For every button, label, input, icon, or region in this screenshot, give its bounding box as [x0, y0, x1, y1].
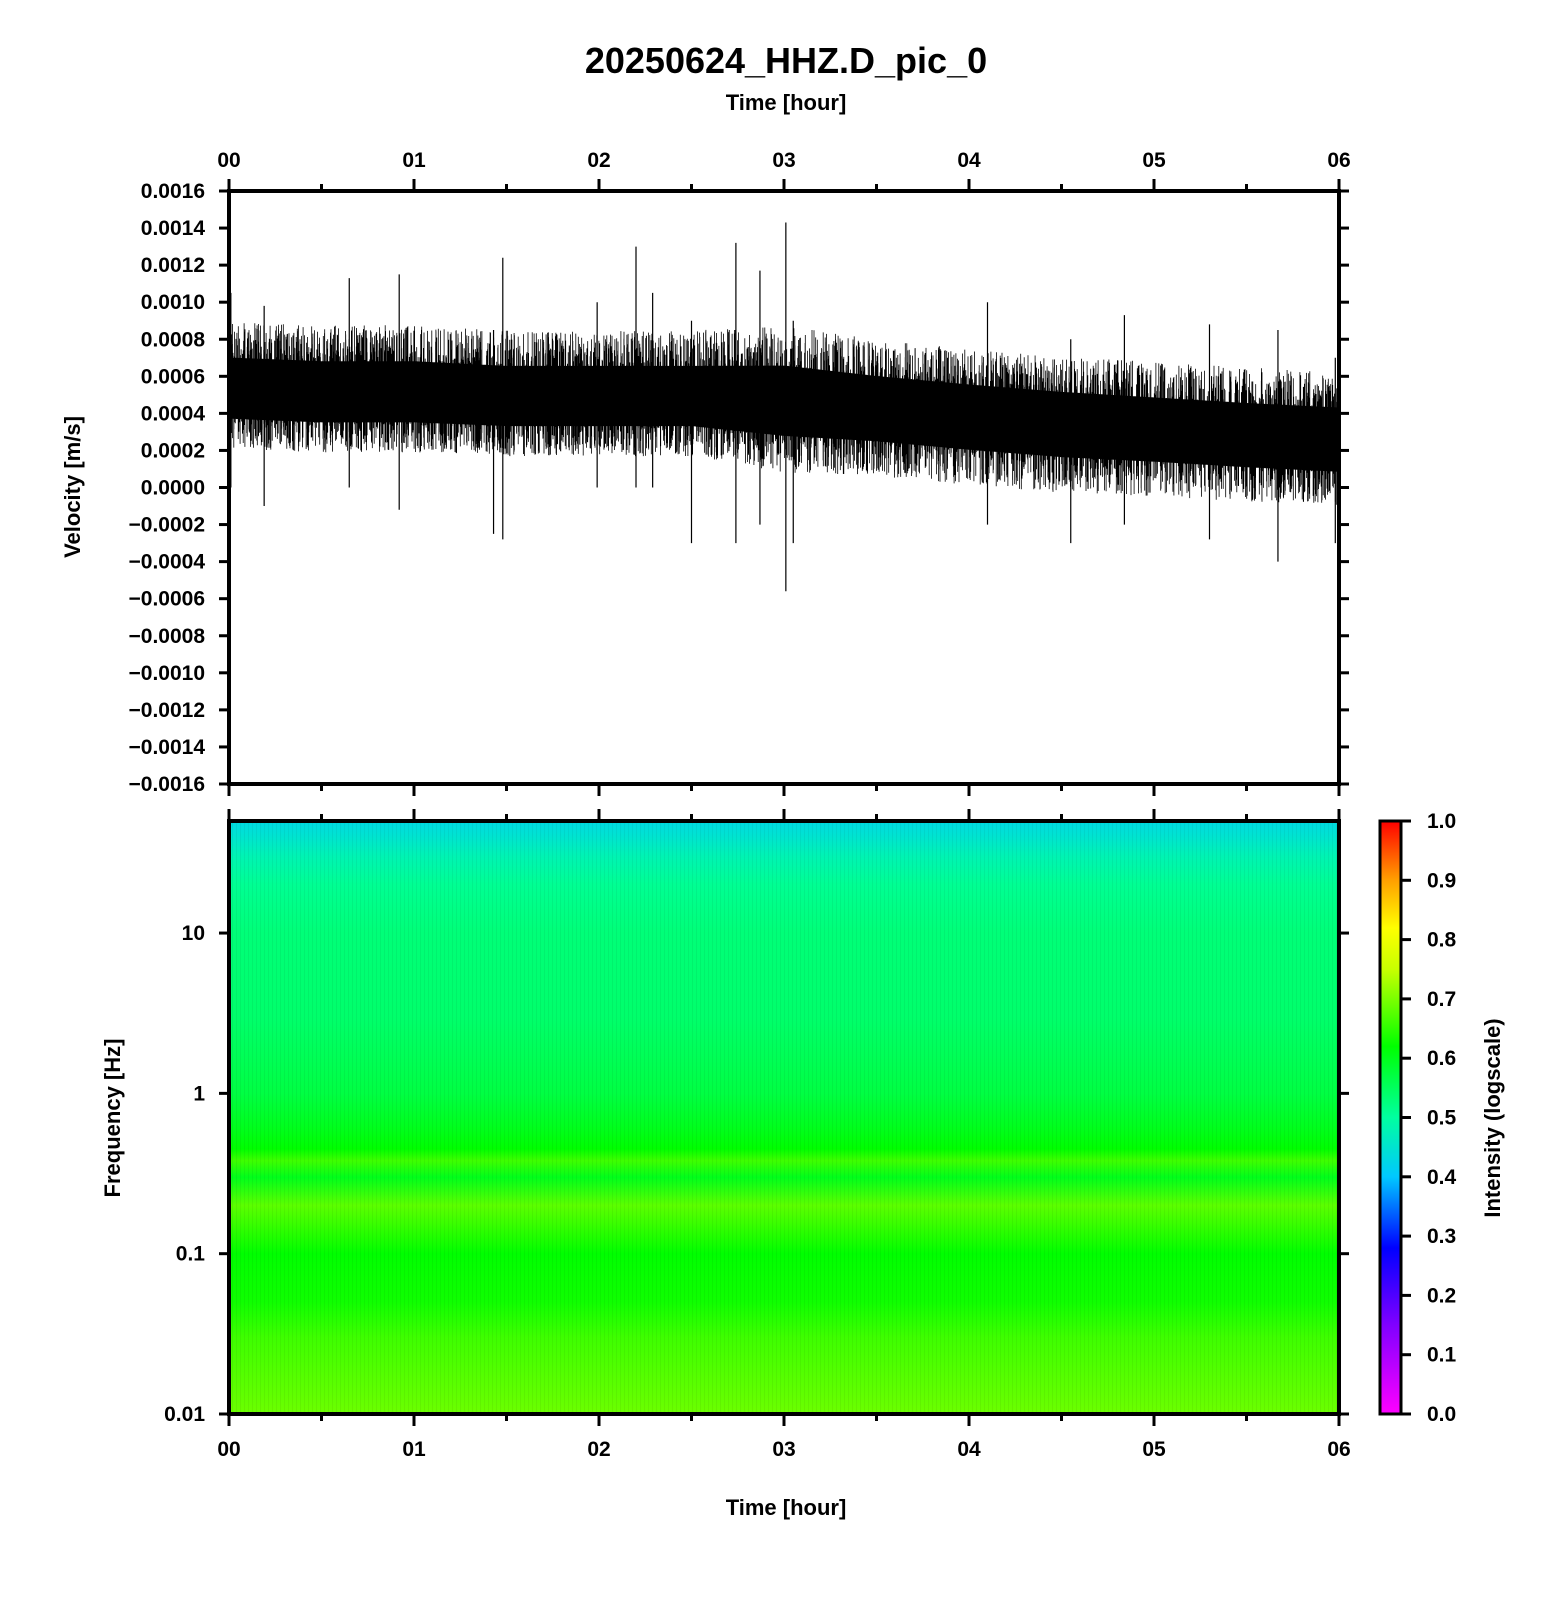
- spectrogram-x-axis-label: Time [hour]: [726, 1495, 847, 1520]
- spectrogram-y-tick-label: 0.1: [176, 1243, 206, 1266]
- spectrogram-y-tick-label: 10: [182, 922, 205, 945]
- seismogram-y-tick-label: −0.0014: [129, 736, 206, 759]
- seismogram-y-axis-label: Velocity [m/s]: [60, 416, 85, 558]
- seismogram-y-tick-label: −0.0010: [129, 662, 206, 685]
- spectrogram-texture: [229, 821, 1339, 1414]
- top-x-tick-label: 02: [587, 149, 610, 172]
- bottom-x-tick-label: 04: [957, 1438, 981, 1461]
- colorbar-tick-label: 0.7: [1427, 988, 1456, 1011]
- seismogram-y-tick-label: −0.0004: [129, 551, 206, 574]
- bottom-x-tick-label: 05: [1142, 1438, 1166, 1461]
- seismogram-y-tick-label: −0.0016: [129, 773, 206, 796]
- colorbar-tick-label: 0.1: [1427, 1344, 1457, 1367]
- colorbar-tick-label: 0.2: [1427, 1284, 1456, 1307]
- trace-noise: [229, 323, 1339, 505]
- bottom-x-tick-label: 03: [772, 1438, 795, 1461]
- top-x-tick-label: 06: [1327, 149, 1350, 172]
- colorbar: 1.0 0.9 0.8 0.7 0.6 0.5 0.4 0.3 0.2 0.1 0.0 Intens…: [1378, 810, 1505, 1426]
- bottom-x-tick-label: 02: [587, 1438, 610, 1461]
- seismogram-y-tick-label: −0.0012: [129, 699, 206, 722]
- colorbar-tick-label: 0.3: [1427, 1225, 1456, 1248]
- colorbar-label: Intensity (logscale): [1480, 1018, 1505, 1217]
- seismogram-y-tick-label: 0.0012: [141, 254, 205, 277]
- bottom-x-tick-label: 06: [1327, 1438, 1350, 1461]
- seismogram-y-tick-label: 0.0002: [141, 439, 205, 462]
- top-x-axis-label: Time [hour]: [726, 90, 847, 115]
- seismogram-y-tick-label: 0.0014: [141, 217, 206, 240]
- spectrogram-y-axis-label: Frequency [Hz]: [100, 1039, 125, 1198]
- colorbar-tick-label: 1.0: [1427, 810, 1456, 833]
- seismogram-y-tick-label: 0.0000: [141, 477, 205, 500]
- seismogram-ticks: 00 01 02 03 04 05 06 0.0016 0.0014 0.0012 0.0010 0.…: [129, 149, 1351, 796]
- colorbar-tick-label: 0.6: [1427, 1047, 1456, 1070]
- seismogram-y-tick-label: 0.0016: [141, 180, 205, 203]
- colorbar-ticks: 1.0 0.9 0.8 0.7 0.6 0.5 0.4 0.3 0.2 0.1 0.0: [1401, 810, 1457, 1426]
- top-x-tick-label: 04: [957, 149, 981, 172]
- seismogram-y-tick-label: 0.0010: [141, 291, 205, 314]
- top-x-tick-label: 00: [217, 149, 240, 172]
- bottom-x-tick-label: 00: [217, 1438, 240, 1461]
- spectrogram-y-tick-label: 1: [193, 1082, 205, 1105]
- top-x-tick-label: 03: [772, 149, 795, 172]
- colorbar-tick-label: 0.4: [1427, 1166, 1457, 1189]
- colorbar-tick-label: 0.5: [1427, 1107, 1457, 1130]
- seismogram-panel: 00 01 02 03 04 05 06 0.0016 0.0014 0.0012 0.0010 0.…: [60, 149, 1351, 796]
- colorbar-tick-label: 0.9: [1427, 869, 1456, 892]
- seismogram-y-tick-label: −0.0002: [129, 514, 206, 537]
- spectrogram-y-tick-label: 0.01: [164, 1403, 205, 1426]
- colorbar-tick-label: 0.0: [1427, 1403, 1456, 1426]
- seismogram-y-tick-label: −0.0008: [129, 625, 206, 648]
- seismogram-y-tick-label: 0.0004: [141, 402, 206, 425]
- colorbar-fill: [1380, 821, 1401, 1414]
- seismogram-y-tick-label: −0.0006: [129, 588, 206, 611]
- top-x-tick-label: 01: [402, 149, 426, 172]
- seismogram-trace: [229, 222, 1339, 592]
- top-x-tick-label: 05: [1142, 149, 1166, 172]
- spectrogram-ticks: 00 01 02 03 04 05 06 10 1 0.1 0.01: [164, 809, 1351, 1461]
- chart-title: 20250624_HHZ.D_pic_0: [585, 40, 987, 81]
- colorbar-tick-label: 0.8: [1427, 929, 1457, 952]
- bottom-x-tick-label: 01: [402, 1438, 426, 1461]
- seismogram-y-tick-label: 0.0006: [141, 365, 205, 388]
- seismogram-y-tick-label: 0.0008: [141, 328, 206, 351]
